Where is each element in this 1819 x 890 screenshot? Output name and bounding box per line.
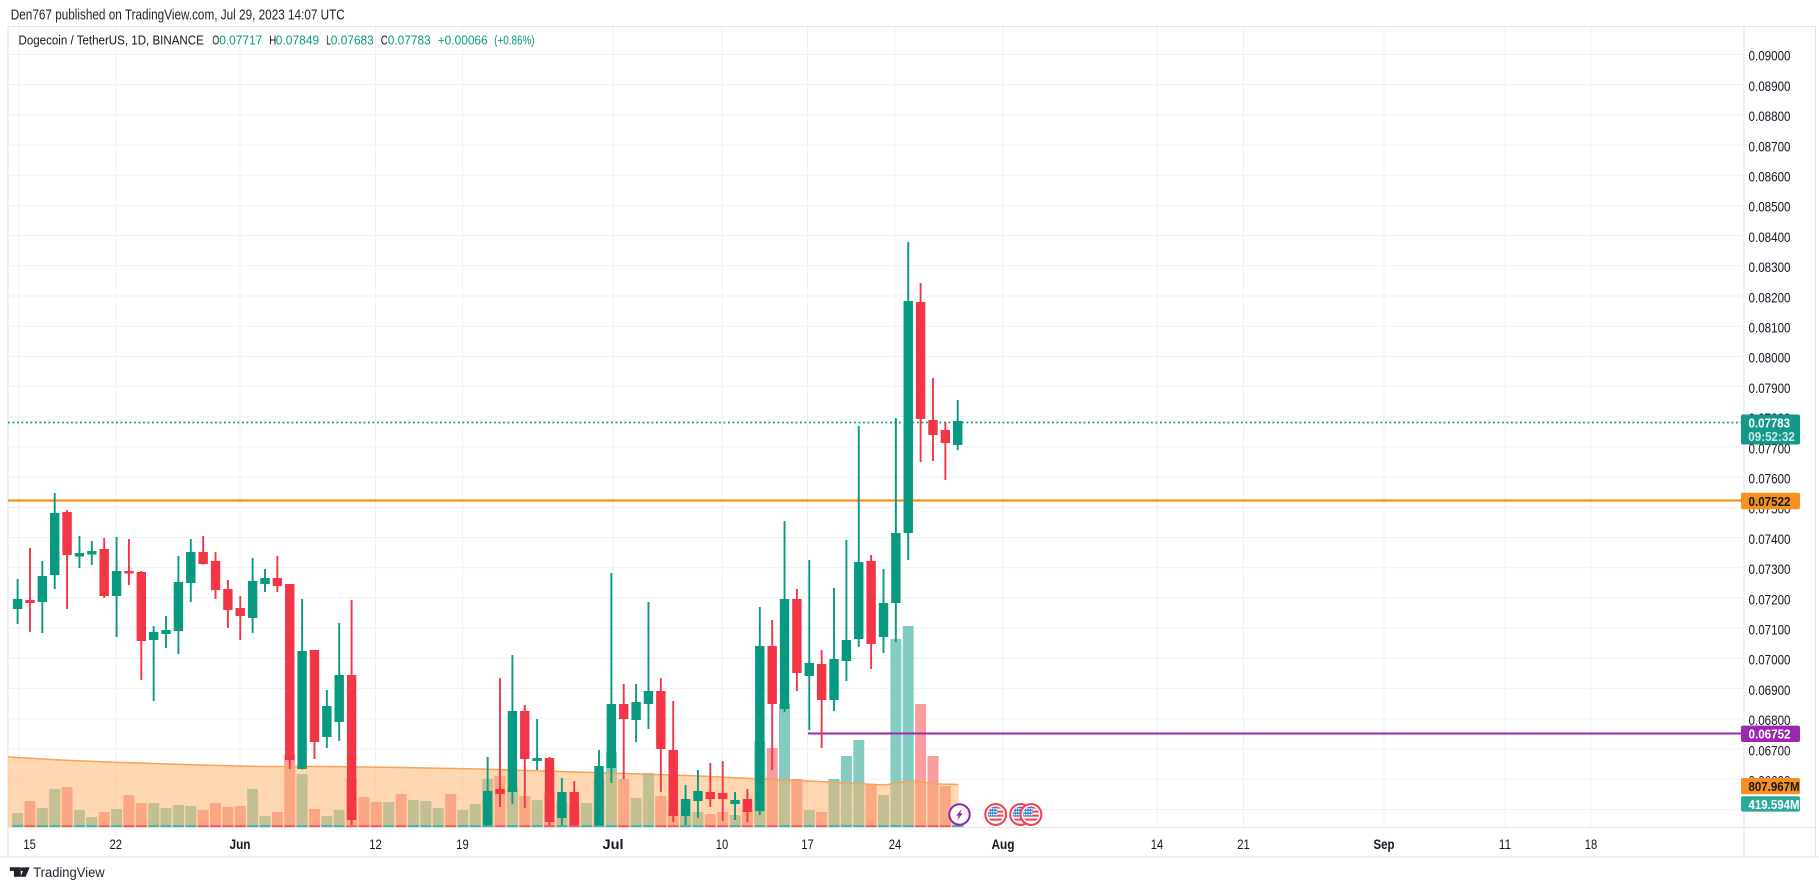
svg-text:0.06800: 0.06800 <box>1749 712 1791 728</box>
svg-text:0.07683: 0.07683 <box>331 32 374 47</box>
svg-text:0.07783: 0.07783 <box>1749 416 1791 430</box>
svg-text:17: 17 <box>801 836 814 852</box>
svg-text:C: C <box>381 32 388 47</box>
svg-text:0.07100: 0.07100 <box>1749 622 1791 638</box>
svg-text:H: H <box>269 32 276 47</box>
svg-text:0.08700: 0.08700 <box>1749 138 1791 154</box>
svg-text:0.08900: 0.08900 <box>1749 78 1791 94</box>
svg-text:0.07200: 0.07200 <box>1749 591 1791 607</box>
svg-text:(+0.86%): (+0.86%) <box>494 32 534 47</box>
svg-text:09:52:32: 09:52:32 <box>1748 430 1795 444</box>
svg-text:Den767 published on TradingVie: Den767 published on TradingView.com, Jul… <box>11 7 345 23</box>
svg-text:0.07300: 0.07300 <box>1749 561 1791 577</box>
svg-text:10: 10 <box>716 836 729 852</box>
svg-text:0.08800: 0.08800 <box>1749 108 1791 124</box>
svg-text:0.07849: 0.07849 <box>276 32 319 47</box>
svg-text:Jun: Jun <box>230 836 251 852</box>
svg-text:12: 12 <box>369 836 382 852</box>
svg-text:0.07600: 0.07600 <box>1749 471 1791 487</box>
svg-text:Aug: Aug <box>992 836 1015 852</box>
svg-text:15: 15 <box>23 836 36 852</box>
svg-text:0.08300: 0.08300 <box>1749 259 1791 275</box>
svg-text:TradingView: TradingView <box>33 865 105 880</box>
svg-text:21: 21 <box>1237 836 1250 852</box>
svg-text:+0.00066: +0.00066 <box>438 32 488 47</box>
svg-text:0.08000: 0.08000 <box>1749 350 1791 366</box>
svg-text:14: 14 <box>1151 836 1164 852</box>
svg-text:0.06752: 0.06752 <box>1749 727 1791 742</box>
svg-text:0.06900: 0.06900 <box>1749 682 1791 698</box>
svg-text:Jul: Jul <box>603 836 624 852</box>
svg-text:Sep: Sep <box>1374 836 1395 852</box>
svg-text:11: 11 <box>1499 836 1512 852</box>
svg-text:18: 18 <box>1585 836 1598 852</box>
svg-text:0.07900: 0.07900 <box>1749 380 1791 396</box>
svg-text:0.07400: 0.07400 <box>1749 531 1791 547</box>
svg-text:419.594M: 419.594M <box>1749 797 1800 812</box>
svg-text:0.07000: 0.07000 <box>1749 652 1791 668</box>
svg-text:22: 22 <box>110 836 123 852</box>
svg-text:807.967M: 807.967M <box>1749 779 1800 794</box>
svg-text:0.08200: 0.08200 <box>1749 289 1791 305</box>
svg-text:0.07522: 0.07522 <box>1749 494 1791 509</box>
svg-text:24: 24 <box>889 836 902 852</box>
svg-text:0.07717: 0.07717 <box>219 32 262 47</box>
svg-text:O: O <box>212 32 219 47</box>
svg-text:0.07783: 0.07783 <box>388 32 431 47</box>
svg-text:0.06700: 0.06700 <box>1749 742 1791 758</box>
svg-text:0.09000: 0.09000 <box>1749 48 1791 64</box>
svg-text:0.08100: 0.08100 <box>1749 320 1791 336</box>
svg-text:L: L <box>326 32 331 47</box>
svg-text:0.08400: 0.08400 <box>1749 229 1791 245</box>
svg-text:Dogecoin / TetherUS, 1D, BINAN: Dogecoin / TetherUS, 1D, BINANCE <box>19 32 205 47</box>
svg-text:0.08500: 0.08500 <box>1749 199 1791 215</box>
svg-text:0.08600: 0.08600 <box>1749 169 1791 185</box>
svg-text:19: 19 <box>456 836 469 852</box>
